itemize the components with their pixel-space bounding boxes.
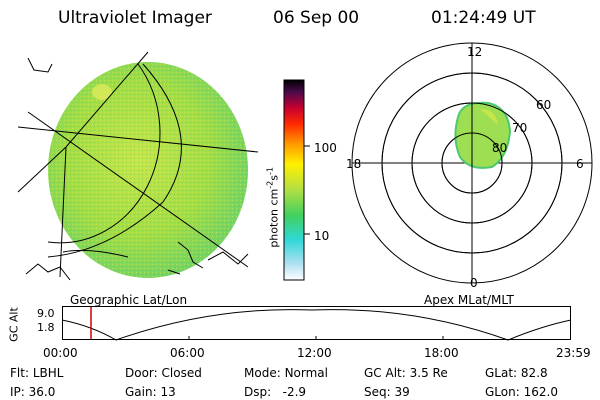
unit-prefix: photon cm <box>267 188 281 248</box>
info-seq-key: Seq: <box>364 385 391 399</box>
alt-xtick-3: 18:00 <box>424 346 459 360</box>
coastlines <box>25 57 249 281</box>
alt-xtick-0: 00:00 <box>43 346 78 360</box>
info-gain-key: Gain: <box>125 385 157 399</box>
alt-xtick-1: 06:00 <box>170 346 205 360</box>
alt-ylabel: GC Alt <box>7 307 21 342</box>
lat-label-60: 60 <box>536 98 552 112</box>
info-glon-key: GLon: <box>485 385 520 399</box>
polar-plot <box>351 42 593 284</box>
info-mode: Mode: Normal <box>244 366 328 380</box>
polar-panel-label: Apex MLat/MLT <box>424 293 514 307</box>
mlt-label-0: 0 <box>470 276 478 290</box>
colorbar-unit-label: photon cm-2s-1 <box>266 142 281 272</box>
info-mode-key: Mode: <box>244 366 281 380</box>
colorbar-tick-10: 10 <box>314 229 330 243</box>
info-flt: Flt: LBHL <box>10 366 63 380</box>
colorbar <box>283 79 310 281</box>
colorbar-tick-100: 100 <box>314 141 337 155</box>
alt-xtick-4: 23:59 <box>556 346 591 360</box>
alt-ytick-low: 1.8 <box>37 321 55 334</box>
info-glat: GLat: 82.8 <box>485 366 548 380</box>
alt-ytick-high: 9.0 <box>37 307 55 320</box>
unit-exp2: -1 <box>265 167 275 175</box>
mlt-label-6: 6 <box>576 157 584 171</box>
geo-image-panel <box>17 51 259 281</box>
info-ip: IP: 36.0 <box>10 385 55 399</box>
info-ip-value: 36.0 <box>28 385 56 399</box>
alt-xtick-2: 12:00 <box>297 346 332 360</box>
info-door-value: Closed <box>161 366 202 380</box>
info-flt-key: Flt: <box>10 366 29 380</box>
info-gcalt-value: 3.5 Re <box>409 366 448 380</box>
altitude-plot <box>61 306 572 341</box>
info-gcalt: GC Alt: 3.5 Re <box>364 366 448 380</box>
info-glat-value: 82.8 <box>520 366 548 380</box>
info-door-key: Door: <box>125 366 158 380</box>
info-seq-value: 39 <box>394 385 410 399</box>
info-gcalt-key: GC Alt: <box>364 366 406 380</box>
date-label: 06 Sep 00 <box>273 8 360 28</box>
info-dsp-key: Dsp: <box>244 385 272 399</box>
info-glon-value: 162.0 <box>523 385 558 399</box>
mlt-label-12: 12 <box>467 45 483 59</box>
lat-label-80: 80 <box>492 141 508 155</box>
geo-grid <box>17 51 259 278</box>
geo-panel-label: Geographic Lat/Lon <box>70 293 188 307</box>
info-dsp: Dsp: -2.9 <box>244 385 306 399</box>
info-flt-value: LBHL <box>32 366 64 380</box>
mlt-label-18: 18 <box>346 157 362 171</box>
unit-mid: s <box>267 174 281 181</box>
time-label: 01:24:49 UT <box>431 8 536 28</box>
instrument-title: Ultraviolet Imager <box>58 8 212 28</box>
info-gain-value: 13 <box>160 385 176 399</box>
info-door: Door: Closed <box>125 366 202 380</box>
info-glon: GLon: 162.0 <box>485 385 558 399</box>
info-gain: Gain: 13 <box>125 385 176 399</box>
unit-exp1: -2 <box>265 180 275 189</box>
info-seq: Seq: 39 <box>364 385 410 399</box>
info-glat-key: GLat: <box>485 366 518 380</box>
info-dsp-value: -2.9 <box>274 385 307 399</box>
info-mode-value: Normal <box>284 366 328 380</box>
lat-label-70: 70 <box>512 121 528 135</box>
info-ip-key: IP: <box>10 385 25 399</box>
